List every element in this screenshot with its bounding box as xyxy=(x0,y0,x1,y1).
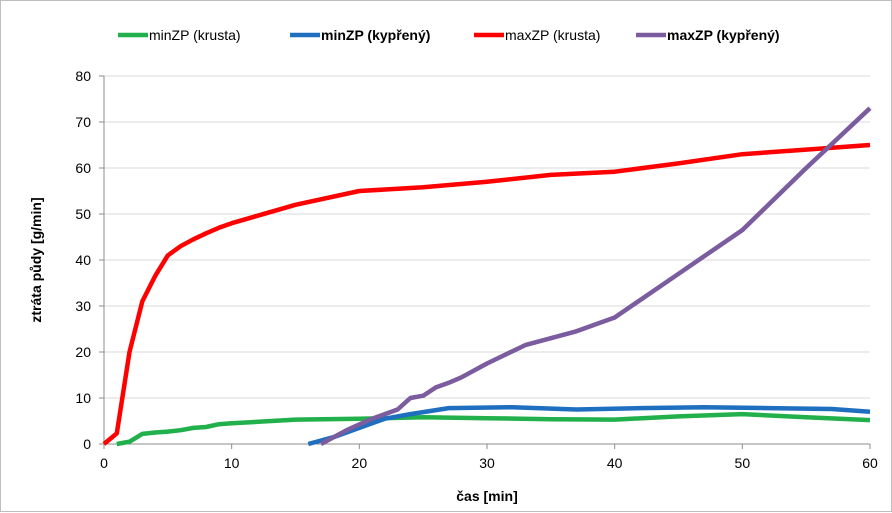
legend-entry: maxZP (krusta) xyxy=(474,27,600,43)
series-line-0 xyxy=(116,411,871,447)
legend-label: minZP (krusta) xyxy=(149,27,241,43)
legend-label: maxZP (krusta) xyxy=(505,27,600,43)
y-tick-label: 30 xyxy=(75,298,91,314)
y-tick-label: 10 xyxy=(75,390,91,406)
legend-label: minZP (kypřený) xyxy=(321,27,430,43)
y-tick-label: 0 xyxy=(83,436,91,452)
axes: 0 10 20 30 40 50 60 70 80 0 10 20 30 40 50 60 xyxy=(75,68,878,471)
y-tick-label: 60 xyxy=(75,160,91,176)
x-tick-label: 40 xyxy=(607,455,623,471)
x-tick-label: 0 xyxy=(100,455,108,471)
x-tick-label: 50 xyxy=(735,455,751,471)
series-line-2 xyxy=(102,142,871,446)
x-tick-label: 20 xyxy=(352,455,368,471)
y-tick-label: 70 xyxy=(75,114,91,130)
legend-entry: maxZP (kypřený) xyxy=(636,27,780,43)
y-tick-label: 80 xyxy=(75,68,91,84)
y-tick-label: 50 xyxy=(75,206,91,222)
gridlines xyxy=(104,75,870,399)
y-tick-label: 20 xyxy=(75,344,91,360)
legend-entry: minZP (kypřený) xyxy=(290,27,430,43)
x-tick-label: 10 xyxy=(224,455,240,471)
x-axis-title: čas [min] xyxy=(456,488,517,504)
series-line-1 xyxy=(307,404,871,447)
legend-label: maxZP (kypřený) xyxy=(667,27,780,43)
y-axis-title: ztráta půdy [g/min] xyxy=(28,197,44,322)
series-lines xyxy=(102,106,872,447)
legend: minZP (krusta) minZP (kypřený) maxZP (krus… xyxy=(118,27,780,43)
series-line-3 xyxy=(319,106,872,446)
x-tick-label: 60 xyxy=(862,455,878,471)
x-tick-label: 30 xyxy=(479,455,495,471)
legend-entry: minZP (krusta) xyxy=(118,27,241,43)
y-tick-label: 40 xyxy=(75,252,91,268)
